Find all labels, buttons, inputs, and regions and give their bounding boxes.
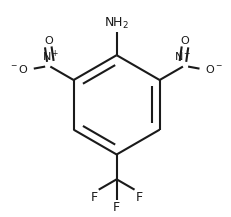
Text: O: O [44,36,52,46]
Text: F: F [112,201,120,214]
Text: F: F [135,191,142,204]
Text: N$^+$: N$^+$ [41,49,59,64]
Text: O: O [180,36,188,46]
Text: NH$_2$: NH$_2$ [104,16,129,31]
Text: $^-$O: $^-$O [9,63,28,75]
Text: O$^-$: O$^-$ [204,63,222,75]
Text: N$^+$: N$^+$ [173,49,191,64]
Text: F: F [90,191,97,204]
